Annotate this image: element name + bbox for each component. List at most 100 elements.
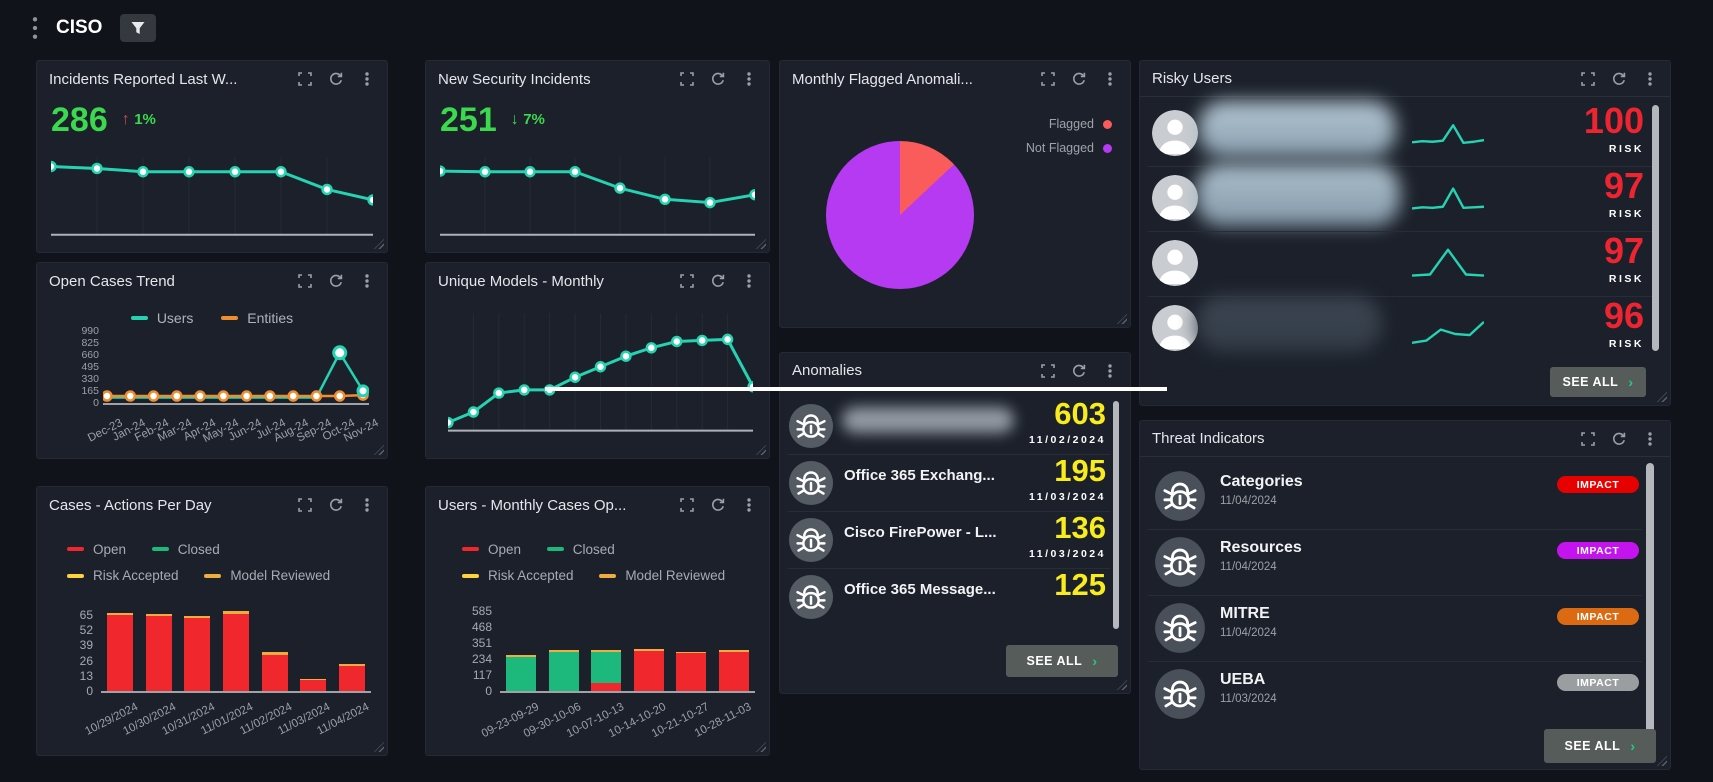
expand-icon[interactable] <box>679 71 695 87</box>
kebab-menu-icon[interactable] <box>1642 431 1658 447</box>
refresh-icon[interactable] <box>1611 431 1627 447</box>
legend-item-risk-accepted[interactable]: Risk Accepted <box>67 568 179 583</box>
expand-icon[interactable] <box>679 273 695 289</box>
risky-user-row[interactable]: 97 RISK <box>1140 231 1670 296</box>
legend-item-closed[interactable]: Closed <box>546 542 615 557</box>
legend-item-model-reviewed[interactable]: Model Reviewed <box>599 568 725 583</box>
indicator-name: UEBA <box>1220 671 1266 688</box>
kebab-menu-icon[interactable] <box>1102 363 1118 379</box>
anomaly-row[interactable]: 603 11/02/2024 <box>780 397 1130 454</box>
chart-legend: Open Closed Risk Accepted Model Reviewed <box>462 539 762 592</box>
bar-segment-model-reviewed <box>261 652 288 655</box>
see-all-button[interactable]: SEE ALL › <box>1006 645 1118 677</box>
refresh-icon[interactable] <box>710 273 726 289</box>
refresh-icon[interactable] <box>328 497 344 513</box>
kebab-menu-icon[interactable] <box>359 497 375 513</box>
kebab-menu-icon[interactable] <box>741 273 757 289</box>
panel-header[interactable]: Users - Monthly Cases Op... <box>426 487 769 523</box>
refresh-icon[interactable] <box>1071 363 1087 379</box>
anomaly-row[interactable]: Office 365 Message... 125 <box>780 568 1130 625</box>
resize-handle[interactable] <box>756 445 766 455</box>
cases-actions-bar-chart[interactable]: 0 13 26 39 52 65 10/29/2024 10/30/2024 10/31/202… <box>37 487 387 755</box>
expand-icon[interactable] <box>1580 431 1596 447</box>
panel-header[interactable]: Threat Indicators <box>1140 421 1670 457</box>
resize-handle[interactable] <box>1657 756 1667 766</box>
users-monthly-bar-chart[interactable]: 0 117 234 351 468 585 09-23-09-29 09-30-10-06 10… <box>426 487 769 755</box>
open-cases-line-chart[interactable] <box>103 331 369 405</box>
legend-item-entities[interactable]: Entities <box>221 310 293 326</box>
bug-icon <box>1154 470 1206 522</box>
grip-dots-icon[interactable] <box>30 15 40 41</box>
flagged-anomalies-pie-chart[interactable] <box>826 141 974 289</box>
incidents-line-chart[interactable] <box>51 157 373 237</box>
legend-item-flagged[interactable]: Flagged <box>1026 117 1112 131</box>
expand-icon[interactable] <box>297 273 313 289</box>
panel-header[interactable]: New Security Incidents <box>426 61 769 97</box>
anomaly-row[interactable]: Cisco FirePower - L... 136 11/03/2024 <box>780 511 1130 568</box>
legend-item-open[interactable]: Open <box>67 542 126 557</box>
expand-icon[interactable] <box>297 497 313 513</box>
threat-indicator-row[interactable]: MITRE 11/04/2024 IMPACT <box>1140 595 1670 661</box>
y-tick-label: 26 <box>79 653 93 668</box>
y-tick-label: 0 <box>86 684 93 698</box>
kebab-menu-icon[interactable] <box>741 497 757 513</box>
kebab-menu-icon[interactable] <box>741 71 757 87</box>
risky-user-row[interactable]: 96 RISK <box>1140 296 1670 361</box>
refresh-icon[interactable] <box>710 71 726 87</box>
threat-indicator-row[interactable]: Categories 11/04/2024 IMPACT <box>1140 463 1670 529</box>
expand-icon[interactable] <box>1040 363 1056 379</box>
resize-handle[interactable] <box>1117 314 1127 324</box>
panel-header[interactable]: Cases - Actions Per Day <box>37 487 387 523</box>
resize-handle[interactable] <box>756 742 766 752</box>
threat-indicator-row[interactable]: UEBA 11/03/2024 IMPACT <box>1140 661 1670 727</box>
refresh-icon[interactable] <box>1071 71 1087 87</box>
expand-icon[interactable] <box>679 497 695 513</box>
refresh-icon[interactable] <box>1611 71 1627 87</box>
refresh-icon[interactable] <box>328 273 344 289</box>
resize-handle[interactable] <box>756 239 766 249</box>
resize-handle[interactable] <box>374 239 384 249</box>
resize-handle[interactable] <box>1117 680 1127 690</box>
filter-button[interactable] <box>120 14 157 42</box>
anomaly-row[interactable]: Office 365 Exchang... 195 11/03/2024 <box>780 454 1130 511</box>
expand-icon[interactable] <box>1040 71 1056 87</box>
new-incidents-line-chart[interactable] <box>440 157 755 237</box>
kebab-menu-icon[interactable] <box>359 71 375 87</box>
legend-item-users[interactable]: Users <box>130 310 193 326</box>
unique-models-line-chart[interactable] <box>448 313 753 433</box>
refresh-icon[interactable] <box>710 497 726 513</box>
resize-handle[interactable] <box>374 445 384 455</box>
kebab-menu-icon[interactable] <box>1102 71 1118 87</box>
risky-user-row[interactable]: 97 RISK <box>1140 164 1670 231</box>
anomaly-date: 11/03/2024 <box>1029 491 1106 503</box>
resize-handle[interactable] <box>374 742 384 752</box>
panel-header[interactable]: Risky Users <box>1140 61 1670 97</box>
resize-handle[interactable] <box>1657 392 1667 402</box>
legend-item-open[interactable]: Open <box>462 542 521 557</box>
bar-plot[interactable] <box>500 609 755 693</box>
dashboard-title: CISO <box>56 17 103 38</box>
panel-header[interactable]: Monthly Flagged Anomali... <box>780 61 1130 97</box>
legend-item-risk-accepted[interactable]: Risk Accepted <box>462 568 574 583</box>
bar-plot[interactable] <box>101 609 371 693</box>
panel-header[interactable]: Anomalies <box>780 353 1130 389</box>
see-all-button[interactable]: SEE ALL › <box>1550 367 1646 397</box>
refresh-icon[interactable] <box>328 71 344 87</box>
kebab-menu-icon[interactable] <box>1642 71 1658 87</box>
risk-sparkline <box>1412 321 1484 344</box>
legend-item-not-flagged[interactable]: Not Flagged <box>1026 141 1112 155</box>
panel-header[interactable]: Unique Models - Monthly <box>426 263 769 299</box>
panel-header[interactable]: Open Cases Trend <box>37 263 387 299</box>
scrollbar[interactable] <box>1646 463 1654 739</box>
scrollbar[interactable] <box>1652 105 1659 351</box>
expand-icon[interactable] <box>1580 71 1596 87</box>
legend-item-model-reviewed[interactable]: Model Reviewed <box>204 568 330 583</box>
panel-header[interactable]: Incidents Reported Last W... <box>37 61 387 97</box>
legend-item-closed[interactable]: Closed <box>151 542 220 557</box>
threat-indicator-row[interactable]: Resources 11/04/2024 IMPACT <box>1140 529 1670 595</box>
scrollbar[interactable] <box>1113 401 1119 629</box>
kebab-menu-icon[interactable] <box>359 273 375 289</box>
expand-icon[interactable] <box>297 71 313 87</box>
risky-user-row[interactable]: 100 RISK <box>1140 101 1670 166</box>
see-all-button[interactable]: SEE ALL › <box>1544 729 1656 763</box>
